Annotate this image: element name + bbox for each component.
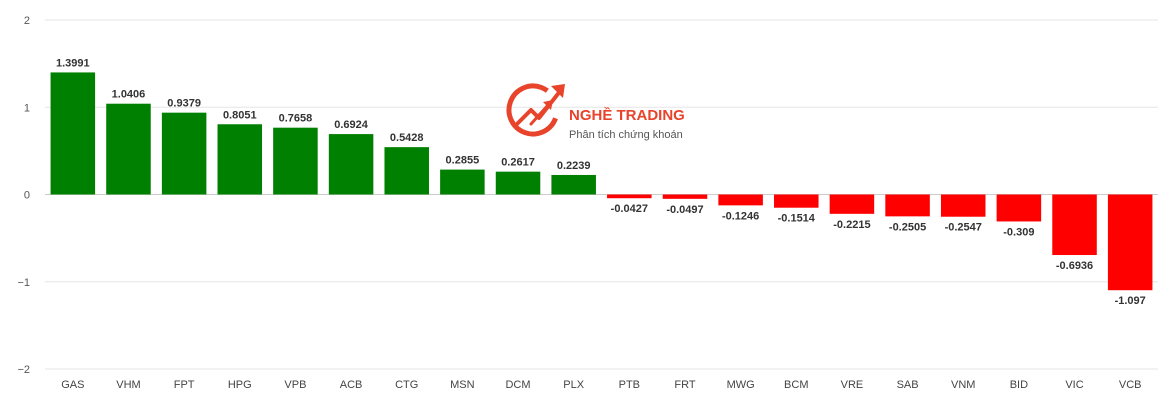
data-label-hpg: 0.8051 [223, 109, 257, 121]
x-tick-label-hpg: HPG [228, 379, 252, 391]
x-tick-label-vhm: VHM [116, 379, 140, 391]
bar-msn[interactable] [440, 169, 485, 195]
data-label-ctg: 0.5428 [390, 132, 424, 144]
data-label-bcm: -0.1514 [778, 213, 816, 225]
data-label-sab: -0.2505 [889, 221, 926, 233]
data-label-vic: -0.6936 [1056, 260, 1093, 272]
bar-frt[interactable] [662, 194, 708, 199]
bar-vnm[interactable] [940, 194, 986, 217]
bar-vre[interactable] [829, 194, 875, 214]
bar-bcm[interactable] [774, 194, 819, 208]
x-tick-label-ctg: CTG [395, 379, 418, 391]
data-label-plx: 0.2239 [557, 160, 591, 172]
x-tick-label-acb: ACB [340, 379, 363, 391]
x-tick-label-vic: VIC [1065, 379, 1083, 391]
y-axis-ticks: 2 1 0 −1 −2 [17, 15, 30, 376]
y-tick-label: 0 [24, 190, 30, 202]
data-label-fpt: 0.9379 [167, 98, 201, 110]
data-labels: 1.3991 1.0406 0.9379 0.8051 0.7658 0.6924 0.54… [56, 57, 1146, 307]
bar-vic[interactable] [1052, 194, 1097, 256]
bar-ctg[interactable] [384, 147, 429, 195]
x-tick-label-gas: GAS [61, 379, 84, 391]
data-label-dcm: 0.2617 [501, 157, 535, 169]
x-tick-label-bcm: BCM [784, 379, 808, 391]
x-tick-label-vre: VRE [841, 379, 864, 391]
data-label-msn: 0.2855 [446, 155, 480, 167]
x-tick-label-dcm: DCM [505, 379, 530, 391]
y-tick-label: 1 [24, 102, 30, 114]
bar-dcm[interactable] [495, 171, 541, 195]
data-label-vpb: 0.7658 [279, 113, 313, 125]
data-label-acb: 0.6924 [334, 119, 369, 131]
data-label-mwg: -0.1246 [722, 210, 759, 222]
watermark-logo: NGHỀ TRADING Phân tích chứng khoán [506, 83, 685, 141]
x-tick-label-frt: FRT [674, 379, 695, 391]
bar-acb[interactable] [328, 134, 374, 195]
x-tick-label-vpb: VPB [284, 379, 306, 391]
x-tick-label-ptb: PTB [619, 379, 640, 391]
bar-gas[interactable] [50, 72, 96, 195]
data-label-ptb: -0.0427 [611, 203, 648, 215]
y-tick-label: −1 [17, 277, 30, 289]
x-tick-label-fpt: FPT [174, 379, 195, 391]
grid-lines [45, 19, 1158, 370]
watermark-tagline: Phân tích chứng khoán [569, 129, 683, 141]
chart-arrow-icon [506, 83, 565, 137]
data-label-vre: -0.2215 [833, 219, 870, 231]
bar-hpg[interactable] [217, 124, 263, 195]
bars [50, 72, 1153, 291]
x-tick-label-vnm: VNM [951, 379, 975, 391]
data-label-gas: 1.3991 [56, 57, 90, 69]
bar-plx[interactable] [551, 174, 596, 195]
x-tick-label-bid: BID [1010, 379, 1028, 391]
bar-mwg[interactable] [718, 194, 763, 206]
x-tick-label-plx: PLX [563, 379, 584, 391]
bar-vpb[interactable] [273, 127, 318, 195]
y-tick-label: 2 [24, 15, 30, 27]
data-label-bid: -0.309 [1003, 226, 1034, 238]
data-label-vcb: -1.097 [1115, 295, 1146, 307]
y-tick-label: −2 [17, 364, 30, 376]
watermark-brand: NGHỀ TRADING [569, 107, 685, 124]
bar-ptb[interactable] [607, 194, 652, 199]
x-tick-label-sab: SAB [897, 379, 919, 391]
bar-vcb[interactable] [1107, 194, 1153, 291]
x-axis-ticks: GAS VHM FPT HPG VPB ACB CTG MSN DCM PLX PTB FRT MWG B… [61, 379, 1141, 391]
data-label-vhm: 1.0406 [112, 89, 146, 101]
bar-bid[interactable] [996, 194, 1042, 222]
data-label-vnm: -0.2547 [945, 222, 982, 234]
x-tick-label-msn: MSN [450, 379, 475, 391]
bar-vhm[interactable] [106, 103, 151, 195]
x-tick-label-mwg: MWG [727, 379, 755, 391]
bar-fpt[interactable] [161, 112, 207, 195]
data-label-frt: -0.0497 [666, 204, 703, 216]
x-tick-label-vcb: VCB [1119, 379, 1142, 391]
bar-sab[interactable] [885, 194, 930, 217]
